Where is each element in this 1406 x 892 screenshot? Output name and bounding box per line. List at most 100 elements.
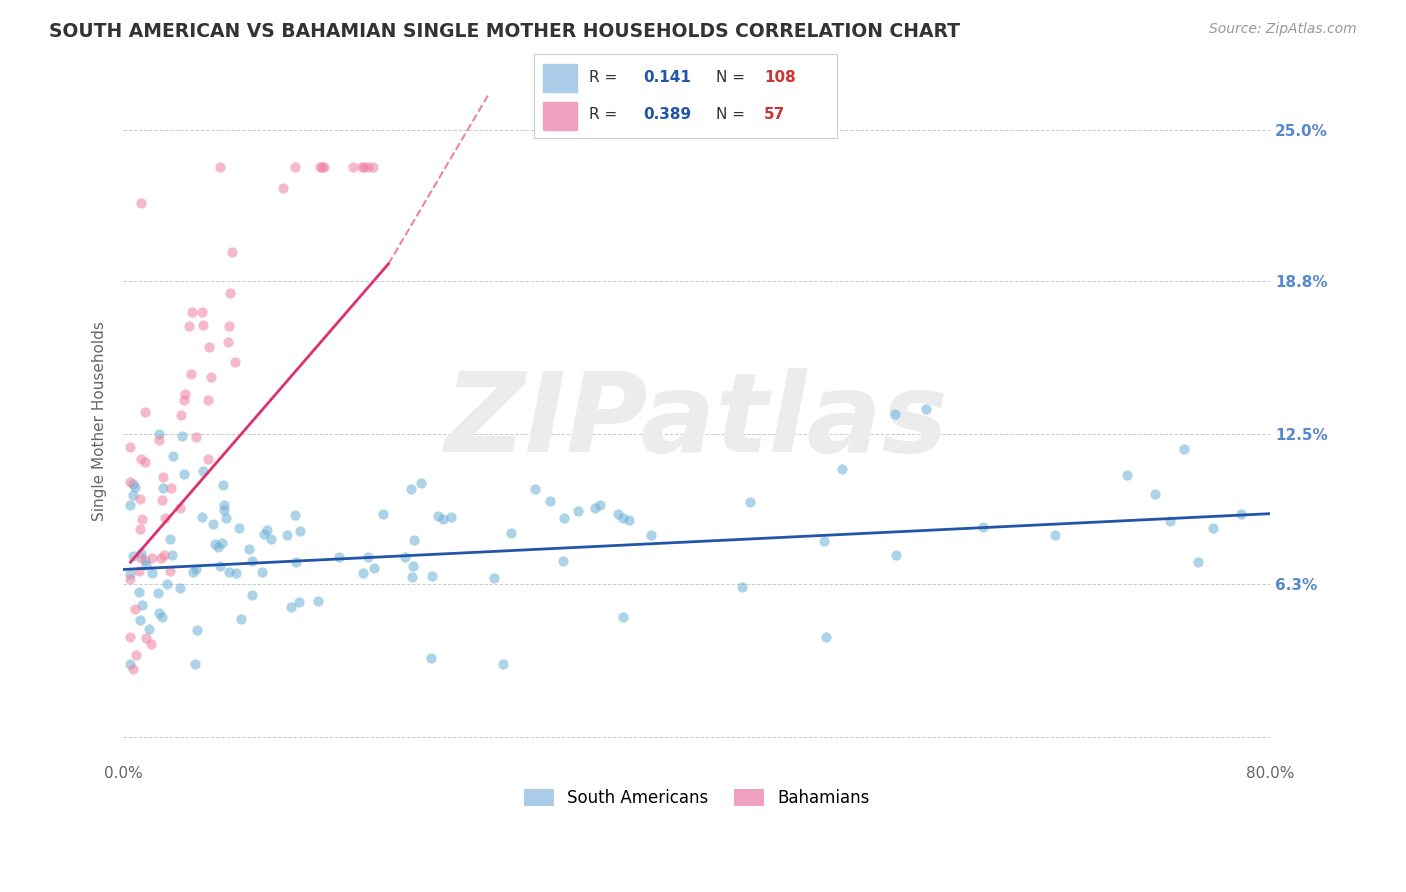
Point — [218, 285, 240, 300]
Point — [238, 542, 260, 557]
Point — [184, 562, 207, 576]
Point — [814, 630, 837, 644]
Point — [200, 370, 222, 384]
Point — [135, 558, 157, 573]
Point — [361, 160, 384, 174]
Legend: South Americans, Bahamians: South Americans, Bahamians — [517, 782, 876, 814]
Point — [124, 602, 146, 616]
Point — [169, 500, 191, 515]
Point — [352, 566, 374, 580]
Point — [253, 526, 276, 541]
Point — [120, 498, 142, 512]
Point — [553, 511, 575, 525]
Point — [122, 477, 145, 491]
Point — [352, 160, 374, 174]
Point — [1187, 555, 1209, 569]
Point — [169, 408, 191, 422]
Point — [120, 572, 142, 586]
Point — [153, 549, 176, 563]
Text: R =: R = — [589, 70, 617, 85]
Point — [607, 507, 630, 521]
Point — [159, 482, 181, 496]
Point — [207, 541, 229, 555]
Point — [208, 559, 231, 574]
Point — [152, 470, 174, 484]
Point — [280, 600, 302, 615]
Point — [191, 510, 214, 524]
Point — [612, 510, 634, 524]
Point — [184, 430, 207, 444]
Text: SOUTH AMERICAN VS BAHAMIAN SINGLE MOTHER HOUSEHOLDS CORRELATION CHART: SOUTH AMERICAN VS BAHAMIAN SINGLE MOTHER… — [49, 22, 960, 41]
Point — [260, 533, 283, 547]
Point — [155, 511, 177, 525]
Point — [440, 510, 463, 524]
Point — [131, 546, 153, 560]
Point — [228, 521, 250, 535]
Point — [731, 580, 754, 594]
Point — [128, 565, 150, 579]
Point — [250, 565, 273, 579]
Point — [149, 551, 172, 566]
Point — [148, 434, 170, 448]
Point — [357, 160, 380, 174]
Point — [128, 585, 150, 599]
Text: N =: N = — [716, 107, 745, 122]
Point — [640, 528, 662, 542]
Point — [159, 532, 181, 546]
Point — [120, 657, 142, 671]
Point — [499, 525, 522, 540]
Point — [284, 508, 307, 523]
Point — [492, 657, 515, 671]
Point — [212, 478, 235, 492]
Point — [217, 334, 239, 349]
Point — [1159, 514, 1181, 528]
Point — [121, 487, 143, 501]
Point — [884, 407, 907, 421]
Text: 0.141: 0.141 — [643, 70, 690, 85]
Point — [1201, 521, 1223, 535]
Point — [129, 550, 152, 565]
Point — [1173, 442, 1195, 457]
Point — [432, 512, 454, 526]
Point — [121, 549, 143, 563]
Point — [420, 569, 443, 583]
Point — [401, 570, 423, 584]
Point — [288, 595, 311, 609]
Point — [212, 503, 235, 517]
Point — [191, 318, 214, 332]
Point — [427, 508, 450, 523]
FancyBboxPatch shape — [543, 63, 576, 92]
Point — [173, 467, 195, 481]
Point — [169, 582, 191, 596]
Point — [1115, 467, 1137, 482]
Point — [399, 483, 422, 497]
Point — [342, 160, 364, 174]
Point — [162, 450, 184, 464]
Point — [120, 566, 142, 581]
Point — [972, 520, 994, 534]
Point — [218, 319, 240, 334]
Point — [328, 549, 350, 564]
Point — [229, 612, 252, 626]
Point — [128, 613, 150, 627]
Point — [215, 511, 238, 525]
Text: R =: R = — [589, 107, 617, 122]
Point — [589, 499, 612, 513]
Point — [218, 565, 240, 579]
Point — [152, 481, 174, 495]
Point — [276, 527, 298, 541]
Point — [173, 386, 195, 401]
Point — [131, 598, 153, 612]
Point — [312, 160, 335, 174]
Point — [139, 637, 162, 651]
Point — [146, 586, 169, 600]
Point — [122, 662, 145, 676]
Point — [915, 402, 938, 417]
Point — [129, 522, 152, 536]
Point — [551, 554, 574, 568]
Point — [212, 498, 235, 512]
Point — [290, 524, 312, 538]
Point — [197, 452, 219, 467]
Text: N =: N = — [716, 70, 745, 85]
Point — [181, 305, 204, 319]
